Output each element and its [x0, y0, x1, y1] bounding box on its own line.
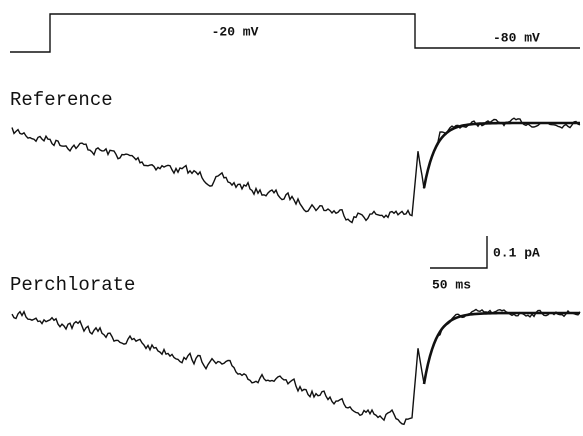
scale-bar — [430, 236, 488, 269]
current-trace — [11, 308, 581, 426]
trace-label: Reference — [10, 89, 113, 111]
traces — [11, 117, 581, 426]
step-label: -20 mV — [212, 24, 259, 39]
current-trace — [11, 117, 581, 224]
hold-label: -80 mV — [493, 30, 540, 45]
trace-label: Perchlorate — [10, 274, 135, 296]
current-scale-label: 0.1 pA — [493, 245, 540, 260]
voltage-protocol — [10, 13, 580, 53]
fit-curve — [422, 311, 580, 385]
fit-curve — [422, 121, 580, 189]
time-scale-label: 50 ms — [432, 277, 471, 292]
